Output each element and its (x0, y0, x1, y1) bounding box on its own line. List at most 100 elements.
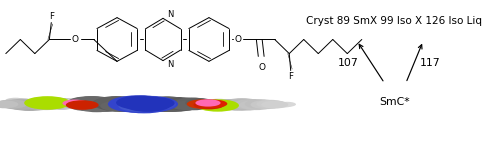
Circle shape (2, 100, 37, 110)
Circle shape (207, 100, 240, 109)
Circle shape (196, 99, 239, 112)
Circle shape (88, 102, 120, 112)
Circle shape (146, 97, 194, 111)
Circle shape (0, 100, 18, 105)
Circle shape (0, 100, 28, 109)
Circle shape (22, 99, 42, 105)
Circle shape (76, 100, 118, 112)
Circle shape (136, 97, 164, 105)
Circle shape (67, 96, 112, 109)
Circle shape (68, 102, 94, 109)
Circle shape (60, 103, 81, 109)
Circle shape (119, 97, 150, 106)
Circle shape (100, 101, 137, 111)
Circle shape (103, 100, 144, 112)
Circle shape (244, 99, 278, 109)
Circle shape (48, 100, 78, 109)
Text: 107: 107 (338, 59, 358, 68)
Circle shape (76, 97, 106, 105)
Circle shape (24, 104, 48, 111)
Circle shape (156, 97, 181, 104)
Circle shape (228, 101, 248, 107)
Circle shape (109, 97, 148, 108)
Circle shape (157, 97, 196, 108)
Circle shape (61, 101, 86, 108)
Circle shape (28, 100, 64, 110)
Circle shape (239, 100, 274, 110)
Circle shape (122, 96, 178, 112)
Circle shape (164, 98, 186, 105)
Circle shape (66, 102, 89, 108)
Circle shape (218, 99, 258, 111)
Circle shape (115, 96, 173, 113)
Circle shape (171, 101, 204, 110)
Circle shape (170, 98, 192, 105)
Circle shape (70, 100, 99, 109)
Circle shape (126, 97, 156, 105)
Circle shape (154, 98, 200, 112)
Circle shape (196, 99, 220, 107)
Circle shape (8, 99, 50, 111)
Circle shape (186, 98, 216, 107)
Circle shape (198, 100, 228, 108)
Circle shape (62, 100, 88, 107)
Text: SmC*: SmC* (379, 97, 410, 106)
Circle shape (20, 100, 48, 109)
Circle shape (39, 100, 72, 109)
Circle shape (148, 97, 176, 105)
Circle shape (76, 97, 125, 111)
Circle shape (46, 98, 80, 108)
Circle shape (120, 98, 143, 105)
Circle shape (278, 102, 296, 107)
Circle shape (66, 97, 115, 111)
Circle shape (124, 98, 170, 112)
Circle shape (95, 96, 138, 108)
Circle shape (204, 99, 233, 107)
Circle shape (90, 98, 127, 109)
Circle shape (222, 100, 244, 107)
Circle shape (99, 97, 128, 105)
Text: O: O (72, 35, 79, 44)
Circle shape (228, 99, 266, 111)
Circle shape (200, 101, 228, 109)
Circle shape (62, 98, 83, 104)
Circle shape (48, 103, 68, 109)
Circle shape (83, 97, 110, 105)
Circle shape (210, 99, 237, 107)
Circle shape (62, 99, 88, 107)
Circle shape (5, 99, 42, 109)
Circle shape (274, 102, 292, 108)
Circle shape (54, 100, 82, 108)
Circle shape (37, 101, 58, 107)
Text: N: N (167, 10, 173, 19)
Circle shape (89, 98, 114, 105)
Text: F: F (49, 12, 54, 21)
Circle shape (113, 97, 148, 107)
Circle shape (108, 95, 168, 113)
Text: Cryst 89 SmX 99 Iso X 126 Iso Liq: Cryst 89 SmX 99 Iso X 126 Iso Liq (306, 16, 482, 26)
Circle shape (29, 104, 50, 110)
Circle shape (66, 100, 98, 110)
Circle shape (48, 101, 76, 110)
Circle shape (61, 100, 92, 109)
Circle shape (256, 100, 286, 108)
Circle shape (12, 98, 34, 105)
Circle shape (8, 103, 32, 110)
Circle shape (168, 98, 208, 110)
Circle shape (64, 100, 96, 110)
Circle shape (234, 100, 255, 106)
Circle shape (106, 97, 134, 105)
Circle shape (143, 96, 186, 109)
Circle shape (180, 98, 216, 109)
Circle shape (70, 101, 104, 111)
Circle shape (124, 96, 166, 108)
Circle shape (92, 97, 136, 110)
Circle shape (43, 101, 64, 107)
Text: O: O (234, 35, 242, 44)
Circle shape (186, 98, 212, 105)
Circle shape (222, 98, 262, 110)
Text: 117: 117 (420, 59, 441, 68)
Circle shape (31, 100, 54, 106)
Circle shape (53, 99, 84, 108)
Circle shape (32, 99, 60, 107)
